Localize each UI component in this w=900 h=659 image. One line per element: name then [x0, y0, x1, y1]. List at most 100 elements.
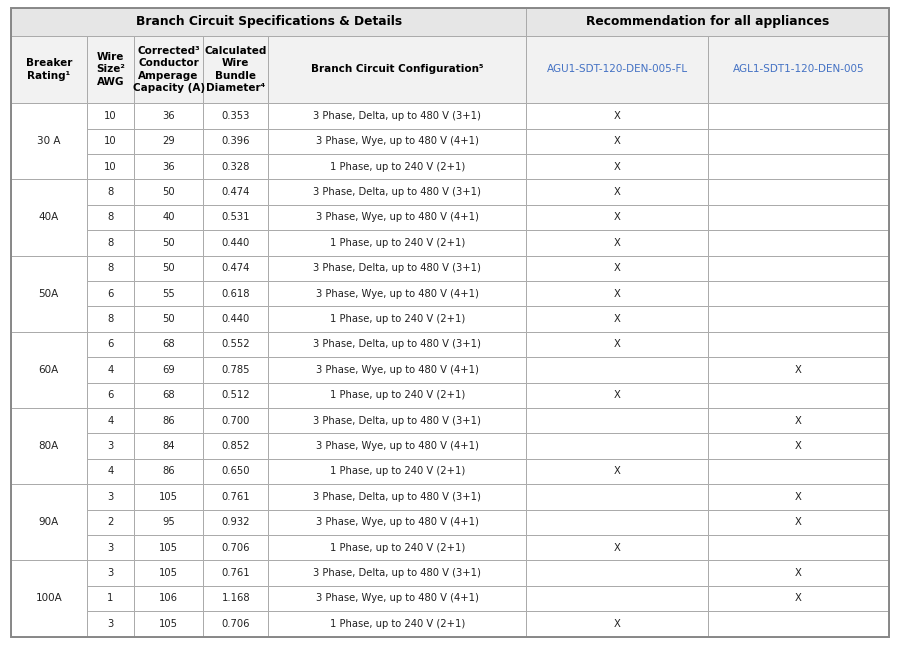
Text: 50: 50 [162, 238, 175, 248]
Bar [203, 509, 268, 535]
Bar [708, 382, 889, 408]
Bar [134, 408, 203, 434]
Bar [86, 509, 134, 535]
Text: 3: 3 [107, 492, 113, 502]
Text: 3 Phase, Delta, up to 480 V (3+1): 3 Phase, Delta, up to 480 V (3+1) [313, 416, 482, 426]
Bar [268, 306, 526, 331]
Bar [526, 509, 708, 535]
Text: 36: 36 [162, 111, 175, 121]
Bar [708, 535, 889, 560]
Text: 4: 4 [107, 365, 113, 375]
Text: 1 Phase, up to 240 V (2+1): 1 Phase, up to 240 V (2+1) [329, 314, 465, 324]
Bar [708, 459, 889, 484]
Bar [203, 256, 268, 281]
Text: 3 Phase, Delta, up to 480 V (3+1): 3 Phase, Delta, up to 480 V (3+1) [313, 111, 482, 121]
Bar [86, 281, 134, 306]
Text: 86: 86 [162, 467, 175, 476]
Bar [203, 281, 268, 306]
Bar [86, 306, 134, 331]
Text: 55: 55 [162, 289, 175, 299]
Text: 0.474: 0.474 [221, 263, 250, 273]
Text: X: X [614, 467, 621, 476]
Bar [86, 484, 134, 509]
Text: 0.706: 0.706 [221, 619, 250, 629]
Bar [86, 256, 134, 281]
Bar [708, 408, 889, 434]
Bar [134, 103, 203, 129]
Bar [134, 586, 203, 611]
Bar [86, 560, 134, 586]
Text: 1 Phase, up to 240 V (2+1): 1 Phase, up to 240 V (2+1) [329, 390, 465, 400]
Text: X: X [795, 594, 802, 604]
Bar [11, 179, 86, 256]
Text: 4: 4 [107, 416, 113, 426]
Text: 0.650: 0.650 [221, 467, 250, 476]
Bar [203, 459, 268, 484]
Bar [708, 36, 889, 103]
Text: 10: 10 [104, 111, 116, 121]
Bar [268, 179, 526, 205]
Text: X: X [614, 390, 621, 400]
Bar [526, 36, 708, 103]
Bar [134, 129, 203, 154]
Text: 106: 106 [159, 594, 178, 604]
Text: Recommendation for all appliances: Recommendation for all appliances [586, 15, 829, 28]
Bar [86, 535, 134, 560]
Bar [708, 205, 889, 230]
Text: Branch Circuit Specifications & Details: Branch Circuit Specifications & Details [136, 15, 401, 28]
Bar [203, 408, 268, 434]
Text: Wire
Size²
AWG: Wire Size² AWG [95, 52, 125, 87]
Bar [203, 434, 268, 459]
Text: X: X [614, 136, 621, 146]
Bar [86, 129, 134, 154]
Text: X: X [614, 339, 621, 349]
Text: 95: 95 [162, 517, 175, 527]
Bar [526, 8, 889, 36]
Bar [268, 230, 526, 256]
Bar [526, 586, 708, 611]
Bar [203, 484, 268, 509]
Text: 3: 3 [107, 568, 113, 578]
Text: 4: 4 [107, 467, 113, 476]
Text: 3 Phase, Delta, up to 480 V (3+1): 3 Phase, Delta, up to 480 V (3+1) [313, 492, 482, 502]
Bar [134, 560, 203, 586]
Text: X: X [614, 212, 621, 223]
Bar [86, 586, 134, 611]
Bar [203, 179, 268, 205]
Text: 36: 36 [162, 161, 175, 171]
Text: 3 Phase, Wye, up to 480 V (4+1): 3 Phase, Wye, up to 480 V (4+1) [316, 517, 479, 527]
Bar [11, 560, 86, 637]
Bar [134, 459, 203, 484]
Bar [134, 357, 203, 382]
Text: 0.396: 0.396 [221, 136, 250, 146]
Text: 50: 50 [162, 314, 175, 324]
Bar [268, 586, 526, 611]
Text: 105: 105 [159, 492, 178, 502]
Text: 0.440: 0.440 [221, 314, 250, 324]
Text: 3 Phase, Wye, up to 480 V (4+1): 3 Phase, Wye, up to 480 V (4+1) [316, 594, 479, 604]
Bar [268, 103, 526, 129]
Text: 29: 29 [162, 136, 175, 146]
Text: 3 Phase, Wye, up to 480 V (4+1): 3 Phase, Wye, up to 480 V (4+1) [316, 136, 479, 146]
Text: X: X [795, 568, 802, 578]
Text: 1 Phase, up to 240 V (2+1): 1 Phase, up to 240 V (2+1) [329, 467, 465, 476]
Bar [526, 611, 708, 637]
Bar [134, 256, 203, 281]
Text: Corrected³
Conductor
Amperage
Capacity (A): Corrected³ Conductor Amperage Capacity (… [132, 46, 204, 93]
Text: 0.512: 0.512 [221, 390, 250, 400]
Text: 6: 6 [107, 289, 113, 299]
Text: 84: 84 [162, 441, 175, 451]
Bar [526, 434, 708, 459]
Bar [268, 560, 526, 586]
Text: 3 Phase, Wye, up to 480 V (4+1): 3 Phase, Wye, up to 480 V (4+1) [316, 441, 479, 451]
Bar [268, 331, 526, 357]
Bar [203, 535, 268, 560]
Bar [708, 611, 889, 637]
Bar [708, 103, 889, 129]
Bar [11, 8, 526, 36]
Text: 50: 50 [162, 187, 175, 197]
Bar [526, 484, 708, 509]
Bar [268, 611, 526, 637]
Text: 8: 8 [107, 238, 113, 248]
Bar [268, 154, 526, 179]
